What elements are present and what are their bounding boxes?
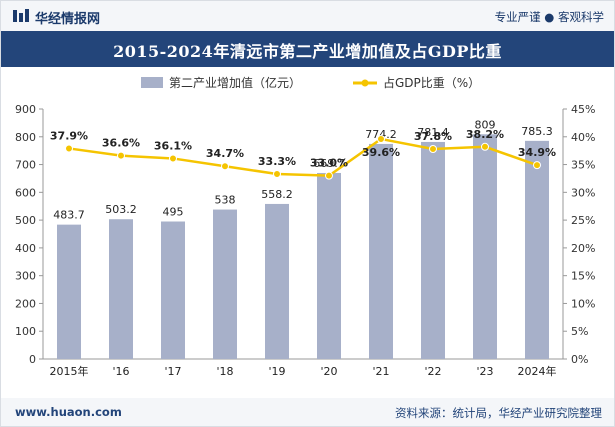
line-series bbox=[65, 135, 541, 180]
combo-chart: 第二产业增加值（亿元） 占GDP比重（%） 0 100 200 300 400 500 60… bbox=[15, 75, 595, 378]
line-point bbox=[325, 171, 333, 180]
series-line bbox=[68, 137, 538, 177]
x-axis-tick-label: '19 bbox=[268, 365, 285, 378]
chart-legend: 第二产业增加值（亿元） 占GDP比重（%） bbox=[141, 75, 480, 90]
line-point bbox=[273, 170, 281, 178]
right-axis-tick-label: 20% bbox=[571, 242, 595, 255]
right-axis-tick-label: 0% bbox=[571, 353, 588, 366]
title-bar: 2015-2024年清远市第二产业增加值及占GDP比重 bbox=[1, 31, 614, 67]
line-value-label: 37.9% bbox=[50, 129, 88, 142]
line-point bbox=[221, 162, 229, 171]
legend-bar-swatch bbox=[141, 77, 163, 88]
footer-url: www.huaon.com bbox=[15, 405, 122, 419]
right-axis-ticks: 0% 5% 10% 15% 20% 25% 30% 35% 40% 45% bbox=[563, 103, 595, 366]
line-point bbox=[377, 135, 385, 143]
left-axis-tick-label: 900 bbox=[15, 103, 36, 116]
left-axis-tick-label: 800 bbox=[15, 131, 36, 144]
bar-value-label: 483.7 bbox=[53, 209, 85, 222]
line-value-label: 34.7% bbox=[206, 147, 244, 160]
bar bbox=[421, 141, 445, 359]
chart-title: 2015-2024年清远市第二产业增加值及占GDP比重 bbox=[113, 42, 502, 61]
legend-line-label: 占GDP比重（%） bbox=[383, 75, 480, 90]
legend-line-marker bbox=[361, 79, 369, 87]
bar bbox=[213, 209, 237, 359]
footer-source: 资料来源：统计局，华经产业研究院整理 bbox=[395, 406, 602, 420]
line-value-label: 33.3% bbox=[258, 155, 296, 168]
line-value-label: 36.1% bbox=[154, 139, 192, 152]
right-axis-tick-label: 40% bbox=[571, 131, 595, 144]
top-bar: 华经情报网 专业严谨 ● 客观科学 bbox=[1, 1, 614, 31]
brand-name: 华经情报网 bbox=[35, 12, 101, 27]
left-axis-tick-label: 0 bbox=[29, 353, 36, 366]
left-axis-tick-label: 600 bbox=[15, 186, 36, 199]
line-value-label: 34.9% bbox=[518, 146, 556, 159]
right-axis-tick-label: 30% bbox=[571, 186, 595, 199]
bar-value-label: 495 bbox=[163, 206, 184, 219]
x-axis-tick-label: '16 bbox=[112, 365, 129, 378]
bar bbox=[473, 134, 497, 359]
x-axis-tick-label: '18 bbox=[216, 365, 233, 378]
bar bbox=[265, 203, 289, 359]
line-value-label: 33.0% bbox=[310, 157, 348, 170]
bar bbox=[161, 221, 185, 359]
left-axis-tick-label: 400 bbox=[15, 242, 36, 255]
x-axis-tick-label: '17 bbox=[164, 365, 181, 378]
bar-value-label: 558.2 bbox=[261, 188, 293, 201]
line-value-label: 39.6% bbox=[362, 146, 400, 159]
x-axis-labels: 2015年 '16 '17 '18 '19 '20 '21 '22 '23 2024年 bbox=[50, 364, 557, 378]
bar bbox=[57, 224, 81, 359]
x-axis-tick-label: 2024年 bbox=[518, 364, 557, 378]
bar bbox=[369, 143, 393, 359]
line-value-labels: 37.9% 36.6% 36.1% 34.7% 33.3% 33.0% 39.6% 37.8%… bbox=[50, 128, 556, 170]
right-axis-tick-label: 5% bbox=[571, 325, 588, 338]
line-point bbox=[169, 154, 177, 163]
line-value-label: 38.2% bbox=[466, 128, 504, 141]
bar-value-label: 781.4 bbox=[417, 126, 449, 139]
line-value-label: 36.6% bbox=[102, 137, 140, 150]
x-axis-tick-label: '22 bbox=[424, 365, 441, 378]
bar-value-labels: 483.7 503.2 495 538 558.2 669.7 774.2 781.4 809 7… bbox=[53, 118, 553, 221]
bar bbox=[525, 140, 549, 359]
bar-value-label: 774.2 bbox=[365, 128, 397, 141]
bar-value-label: 669.7 bbox=[313, 157, 345, 170]
line-value-label: 37.8% bbox=[414, 130, 452, 143]
huajing-logo-icon bbox=[13, 9, 29, 22]
right-axis-tick-label: 10% bbox=[571, 297, 595, 310]
x-axis-tick-label: '20 bbox=[320, 365, 337, 378]
bar-value-label: 503.2 bbox=[105, 203, 137, 216]
bar bbox=[317, 172, 341, 359]
bar-value-label: 809 bbox=[475, 118, 496, 131]
left-axis-tick-label: 300 bbox=[15, 270, 36, 283]
left-axis-tick-label: 200 bbox=[15, 297, 36, 310]
line-point bbox=[533, 161, 541, 170]
left-axis-tick-label: 700 bbox=[15, 159, 36, 172]
right-axis-tick-label: 45% bbox=[571, 103, 595, 116]
left-axis-ticks: 0 100 200 300 400 500 600 700 800 900 bbox=[15, 103, 43, 366]
right-axis-tick-label: 15% bbox=[571, 270, 595, 283]
left-axis-tick-label: 100 bbox=[15, 325, 36, 338]
right-axis-tick-label: 25% bbox=[571, 214, 595, 227]
bar-value-label: 538 bbox=[215, 194, 236, 207]
line-point bbox=[65, 144, 73, 153]
x-axis-tick-label: '21 bbox=[372, 365, 389, 378]
right-axis-tick-label: 35% bbox=[571, 159, 595, 172]
left-axis-tick-label: 500 bbox=[15, 214, 36, 227]
x-axis-tick-label: '23 bbox=[476, 365, 493, 378]
line-point bbox=[117, 151, 125, 160]
slogan: 专业严谨 ● 客观科学 bbox=[494, 10, 604, 24]
line-point bbox=[481, 142, 489, 151]
bar bbox=[109, 219, 133, 359]
x-axis-tick-label: 2015年 bbox=[50, 364, 89, 378]
bar-value-label: 785.3 bbox=[521, 125, 553, 138]
footer-bar: www.huaon.com 资料来源：统计局，华经产业研究院整理 bbox=[1, 398, 614, 426]
legend-bar-label: 第二产业增加值（亿元） bbox=[169, 75, 301, 90]
bar-series bbox=[57, 134, 549, 359]
line-point bbox=[429, 145, 437, 153]
